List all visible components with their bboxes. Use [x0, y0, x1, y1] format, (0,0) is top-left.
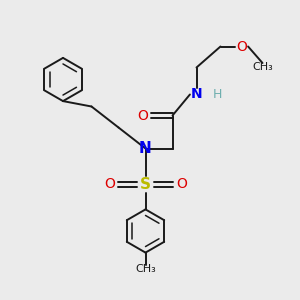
Text: N: N	[139, 141, 152, 156]
Text: CH₃: CH₃	[252, 62, 273, 73]
Text: O: O	[104, 178, 115, 191]
Text: S: S	[140, 177, 151, 192]
Text: O: O	[176, 178, 187, 191]
Text: H: H	[213, 88, 222, 101]
Text: N: N	[191, 88, 202, 101]
Text: O: O	[236, 40, 247, 53]
Text: O: O	[137, 109, 148, 122]
Text: CH₃: CH₃	[135, 264, 156, 274]
